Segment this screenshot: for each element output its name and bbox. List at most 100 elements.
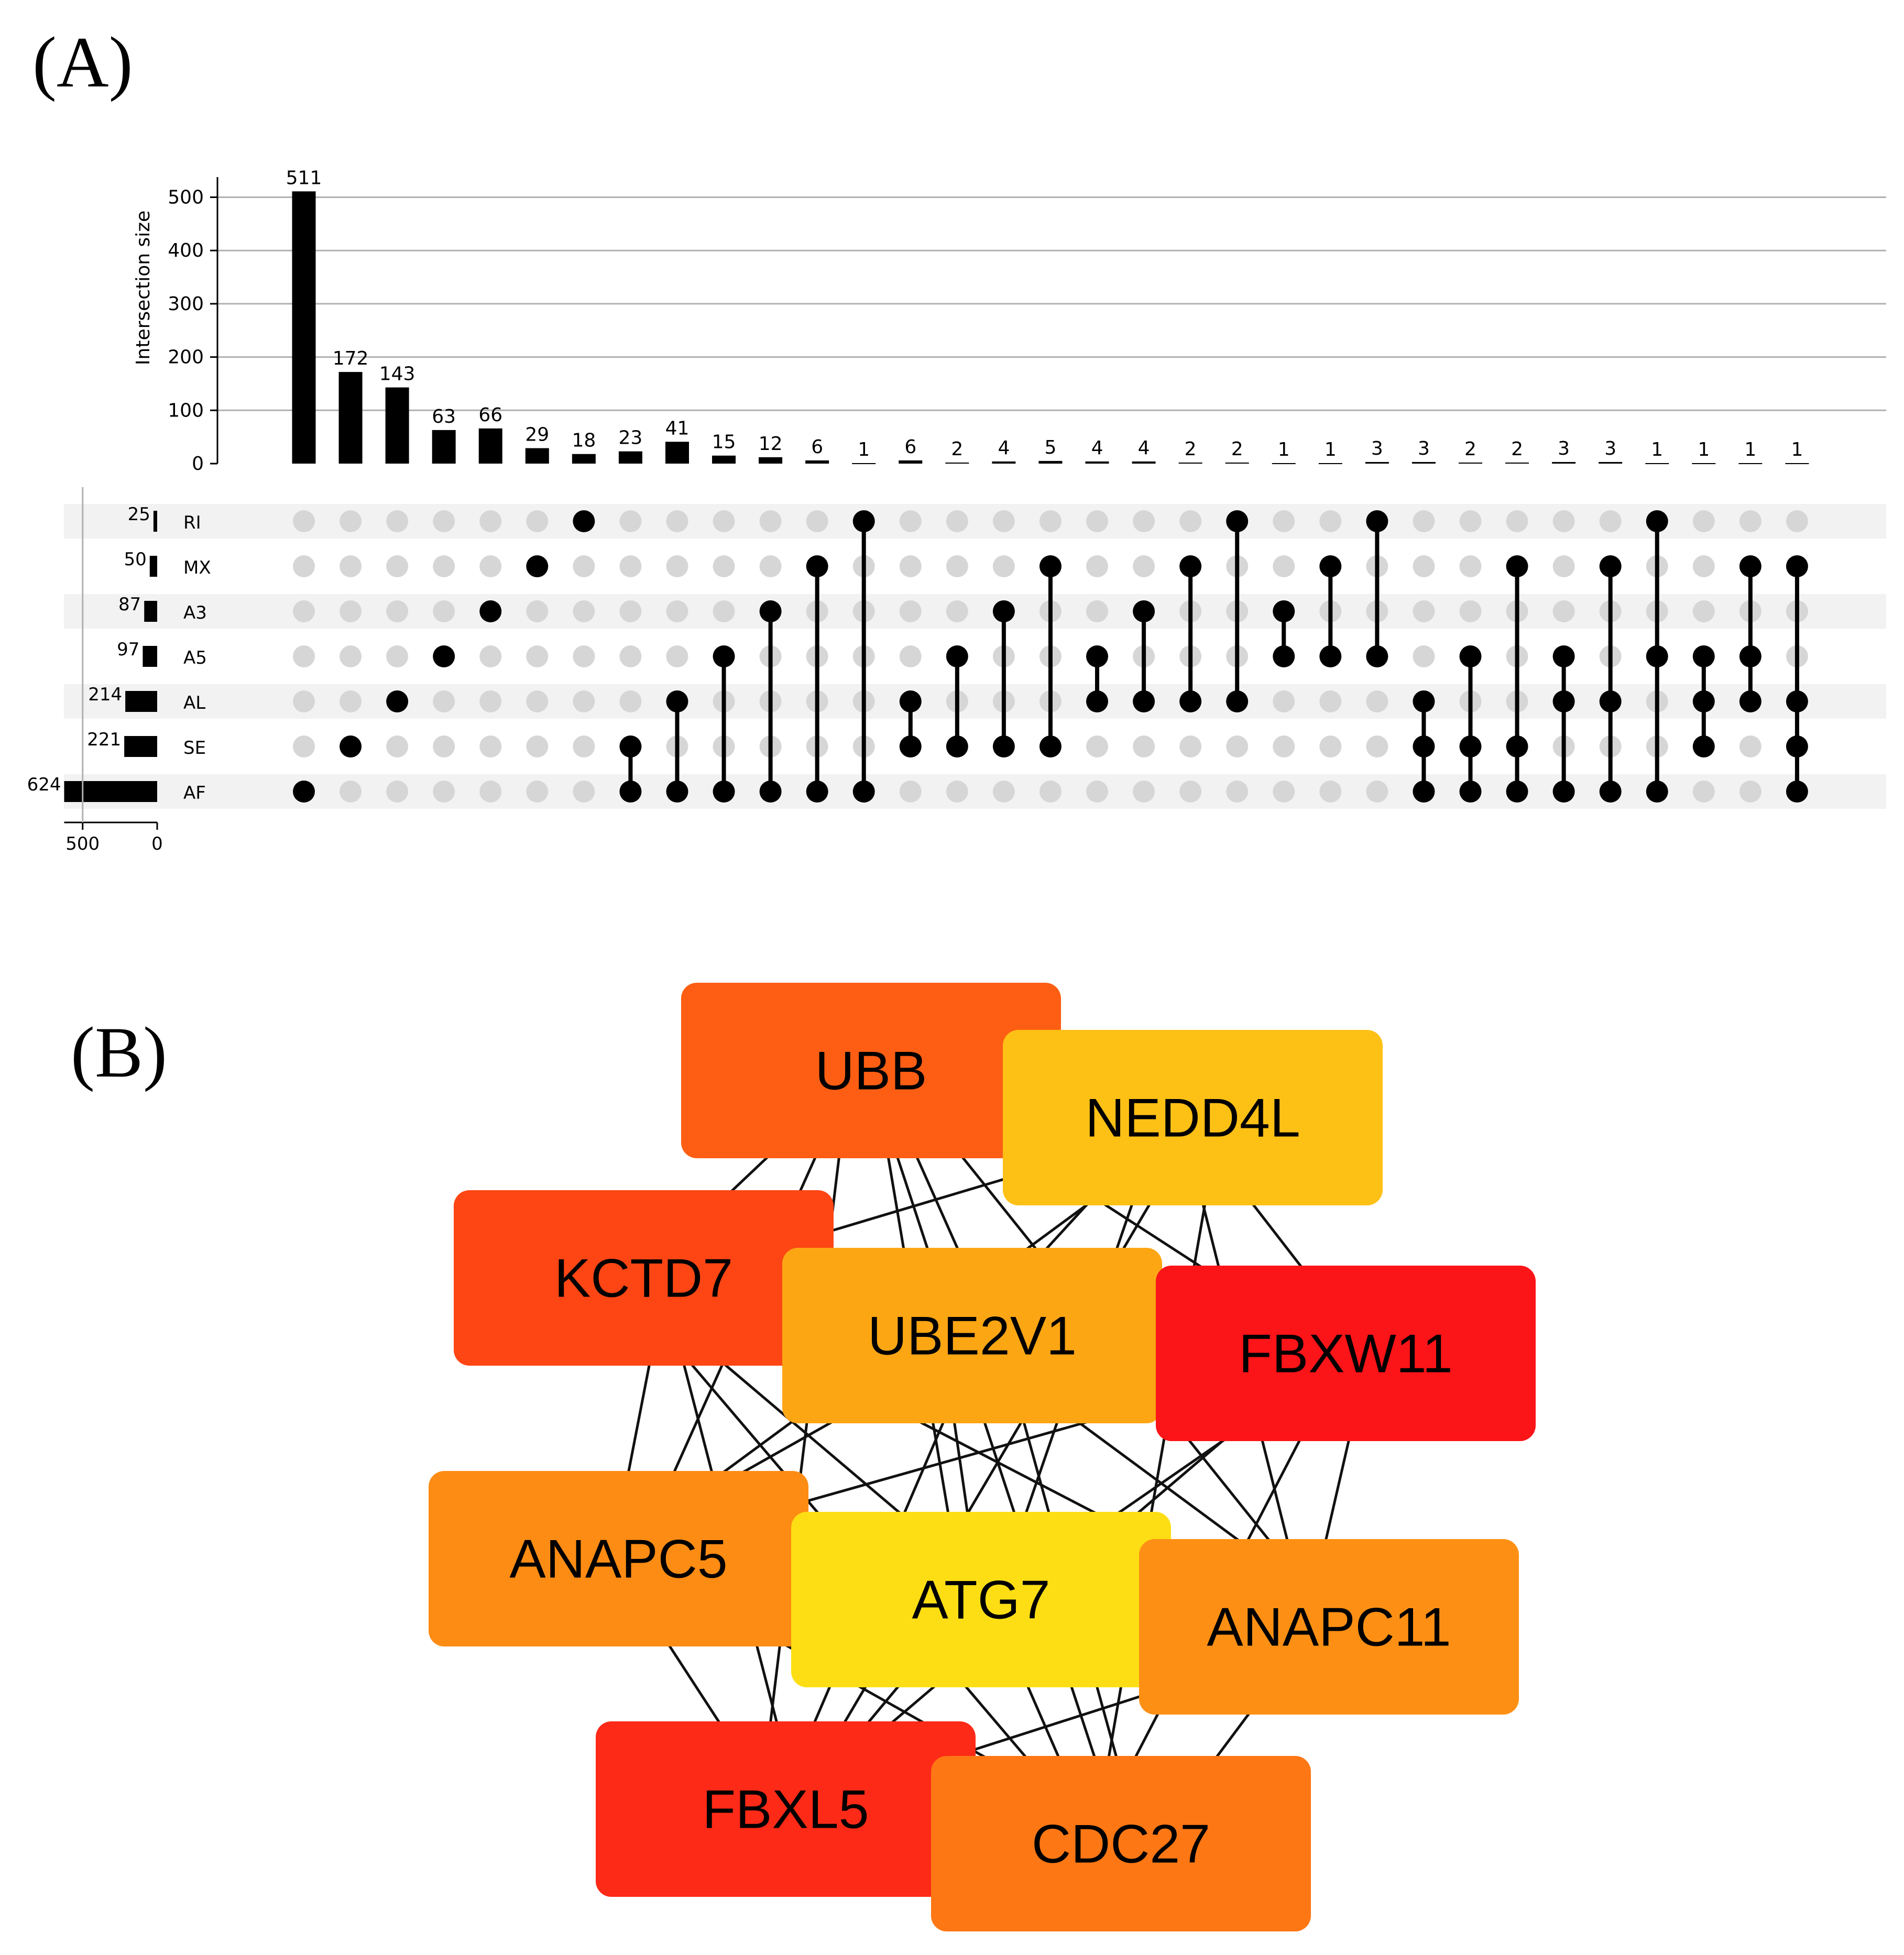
matrix-dot-active (992, 735, 1015, 757)
matrix-dot-active (1319, 555, 1342, 577)
matrix-dot-inactive (992, 781, 1015, 803)
matrix-dot-inactive (1413, 510, 1435, 532)
intersection-bar (292, 191, 316, 464)
set-size-label: 214 (88, 684, 122, 705)
matrix-dot-inactive (340, 600, 362, 622)
matrix-dot-inactive (1692, 555, 1715, 577)
matrix-dot-inactive (573, 600, 595, 622)
network-node-box (791, 1512, 1171, 1687)
matrix-dot-active (1692, 735, 1715, 757)
matrix-dot-active (1459, 645, 1482, 667)
matrix-dot-inactive (759, 510, 782, 532)
matrix-dot-active (1786, 555, 1808, 577)
matrix-dot-inactive (573, 735, 595, 757)
row-stripe (64, 594, 1886, 629)
set-size-bar (125, 691, 157, 712)
matrix-dot-active (1506, 735, 1528, 757)
panel-b-label: (B) (71, 1012, 167, 1092)
matrix-dot-inactive (899, 555, 922, 577)
intersection-value-label: 29 (525, 424, 549, 446)
network-node-label: FBXW11 (1239, 1324, 1452, 1385)
intersection-value-label: 2 (1511, 438, 1523, 460)
matrix-dot-inactive (759, 555, 782, 577)
intersection-bar (665, 442, 689, 464)
intersection-value-label: 2 (1464, 438, 1476, 460)
matrix-dot-active (340, 735, 362, 757)
matrix-dot-inactive (992, 510, 1015, 532)
matrix-dot-active (1646, 645, 1668, 667)
intersection-value-label: 172 (333, 348, 369, 369)
matrix-dot-active (1366, 645, 1388, 667)
matrix-dot-inactive (1273, 735, 1295, 757)
set-size-bar (143, 646, 157, 667)
matrix-dot-active (713, 645, 735, 667)
matrix-dot-inactive (1552, 510, 1575, 532)
network-node: NEDD4L (1003, 1030, 1383, 1205)
matrix-dot-inactive (1133, 555, 1155, 577)
matrix-dot-inactive (1086, 781, 1109, 803)
matrix-dot-inactive (479, 645, 502, 667)
matrix-dot-active (1319, 645, 1342, 667)
matrix-dot-active (1133, 600, 1155, 622)
matrix-dot-active (1692, 690, 1715, 712)
network-node-box (1156, 1266, 1536, 1441)
set-name-label: RI (183, 512, 201, 533)
intersection-value-label: 511 (286, 167, 322, 189)
intersection-bar (338, 372, 363, 464)
intersection-value-label: 41 (665, 418, 690, 439)
y-tick-label: 500 (168, 187, 204, 208)
matrix-dot-active (1786, 781, 1808, 803)
set-size-tick-label: 0 (151, 833, 163, 854)
matrix-dot-inactive (386, 600, 409, 622)
intersection-value-label: 143 (379, 364, 415, 385)
matrix-dot-active (526, 555, 549, 577)
matrix-dot-inactive (1319, 781, 1342, 803)
matrix-dot-inactive (1366, 690, 1388, 712)
matrix-dot-inactive (433, 781, 455, 803)
matrix-dot-inactive (1226, 781, 1249, 803)
intersection-bar (1505, 462, 1529, 464)
matrix-dot-inactive (340, 781, 362, 803)
matrix-dot-active (479, 600, 502, 622)
matrix-dot-active (899, 690, 922, 712)
matrix-dot-inactive (899, 781, 922, 803)
matrix-dot-inactive (433, 690, 455, 712)
y-tick-label: 200 (168, 347, 204, 368)
network-node-box (1003, 1030, 1383, 1205)
row-stripe (64, 504, 1886, 539)
intersection-value-label: 23 (619, 427, 643, 449)
matrix-dot-inactive (573, 781, 595, 803)
set-name-label: MX (183, 557, 211, 578)
intersection-bar (712, 455, 736, 464)
network-node: ATG7 (791, 1512, 1171, 1687)
matrix-dot-active (899, 735, 922, 757)
y-tick-label: 0 (192, 453, 204, 475)
network-node: ANAPC11 (1139, 1539, 1519, 1715)
matrix-dot-active (1413, 735, 1435, 757)
network-node-label: UBE2V1 (868, 1306, 1077, 1367)
matrix-dot-inactive (526, 510, 549, 532)
network-node-label: ANAPC11 (1207, 1597, 1451, 1658)
set-size-bar (64, 781, 157, 802)
matrix-dot-inactive (340, 690, 362, 712)
intersection-value-label: 63 (432, 406, 456, 427)
intersection-bar (1459, 462, 1482, 464)
matrix-dot-active (1692, 645, 1715, 667)
matrix-dot-inactive (619, 510, 642, 532)
matrix-dot-active (1506, 781, 1528, 803)
matrix-dot-inactive (526, 781, 549, 803)
network-node-box (454, 1190, 834, 1366)
matrix-dot-inactive (1319, 690, 1342, 712)
intersection-value-label: 5 (1045, 437, 1057, 458)
intersection-value-label: 3 (1604, 438, 1616, 459)
network-node: UBB (681, 983, 1061, 1158)
matrix-dot-active (1179, 690, 1202, 712)
network-node-label: NEDD4L (1085, 1088, 1300, 1149)
matrix-dot-inactive (526, 645, 549, 667)
matrix-dot-inactive (386, 555, 409, 577)
intersection-bar (1599, 462, 1623, 464)
matrix-dot-inactive (666, 600, 688, 622)
matrix-dot-active (619, 735, 642, 757)
matrix-dot-inactive (1179, 781, 1202, 803)
